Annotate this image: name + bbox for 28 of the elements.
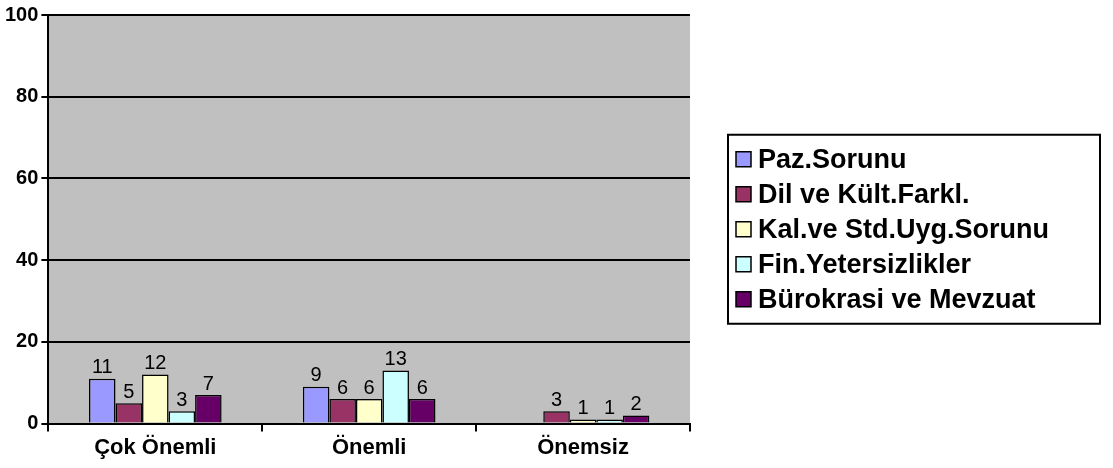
data-label: 2 [630, 391, 642, 414]
data-label: 1 [604, 396, 616, 419]
y-tick-label: 20 [16, 329, 39, 352]
legend-label: Kal.ve Std.Uyg.Sorunu [758, 213, 1050, 244]
legend-label: Bürokrasi ve Mevzuat [758, 283, 1036, 314]
data-label: 9 [310, 363, 322, 386]
x-tick-label: Önemsiz [537, 433, 629, 459]
legend-label: Dil ve Kült.Farkl. [758, 178, 970, 209]
y-tick-label: 60 [16, 165, 39, 188]
y-tick-label: 0 [27, 411, 39, 434]
data-label: 5 [123, 379, 135, 402]
x-tick-label: Önemli [331, 433, 407, 459]
data-label: 12 [144, 351, 167, 374]
y-tick-label: 100 [4, 2, 39, 25]
data-label: 11 [91, 355, 113, 378]
x-tick-label: Çok Önemli [94, 433, 217, 459]
data-label: 3 [550, 387, 563, 410]
data-label: 13 [384, 347, 407, 369]
data-label: 6 [337, 375, 349, 398]
data-label: 3 [176, 387, 188, 410]
legend-label: Fin.Yetersizlikler [758, 248, 972, 279]
y-tick-label: 40 [16, 247, 39, 270]
y-tick-label: 80 [16, 84, 39, 107]
data-label: 6 [363, 375, 375, 398]
data-label: 7 [202, 371, 214, 394]
data-label: 6 [416, 375, 428, 398]
legend-label: Paz.Sorunu [758, 143, 907, 174]
data-label: 1 [577, 396, 589, 419]
